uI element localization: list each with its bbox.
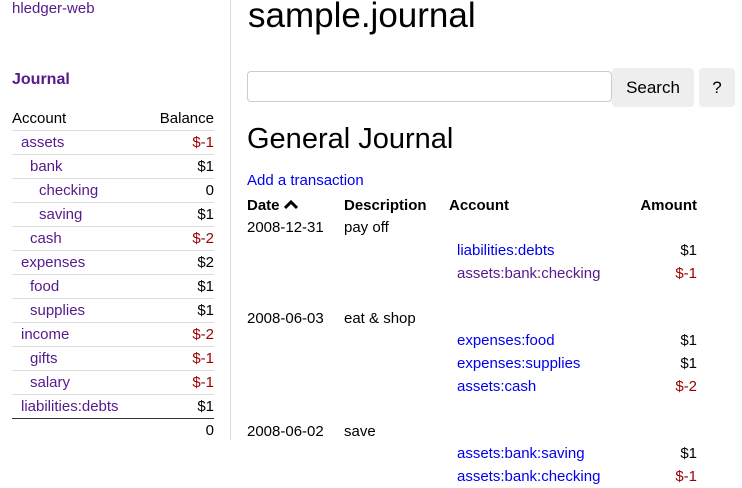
- posting-row: liabilities:debts $1: [247, 239, 697, 262]
- date-column-header[interactable]: Date: [247, 194, 344, 217]
- transaction-row: 2008-06-03 eat & shop: [247, 307, 697, 330]
- journal-heading: General Journal: [247, 123, 454, 155]
- balance-row: food $1: [12, 274, 214, 299]
- balance-value: $1: [145, 202, 214, 227]
- spacer-row: [247, 397, 697, 420]
- account-link[interactable]: food: [30, 277, 60, 295]
- transaction-date: 2008-06-02: [247, 422, 324, 440]
- posting-row: expenses:food $1: [247, 330, 697, 353]
- account-link[interactable]: bank: [30, 157, 63, 175]
- balance-value: $-1: [145, 346, 214, 371]
- account-link[interactable]: income: [21, 325, 70, 343]
- balance-row: cash $-2: [12, 226, 214, 251]
- balance-row: expenses $2: [12, 250, 214, 275]
- account-header: Account: [12, 109, 67, 127]
- balance-value: $1: [145, 154, 214, 179]
- account-link[interactable]: checking: [39, 181, 99, 199]
- chevron-up-icon: [283, 199, 298, 209]
- transaction-row: 2008-12-31 pay off: [247, 217, 697, 240]
- posting-account-link[interactable]: liabilities:debts: [457, 241, 555, 259]
- balance-row: supplies $1: [12, 298, 214, 323]
- page-title: sample.journal: [248, 0, 476, 35]
- spacer-row: [247, 284, 697, 307]
- balance-value: $-2: [145, 322, 214, 347]
- posting-account-link[interactable]: assets:bank:saving: [457, 445, 585, 463]
- account-link[interactable]: expenses: [21, 253, 86, 271]
- balance-row: gifts $-1: [12, 346, 214, 371]
- account-link[interactable]: liabilities:debts: [21, 397, 119, 415]
- posting-amount: $1: [680, 445, 697, 463]
- balance-row: checking 0: [12, 178, 214, 203]
- balance-value: $1: [145, 298, 214, 323]
- balance-value: 0: [145, 178, 214, 203]
- posting-account-link[interactable]: assets:bank:checking: [457, 264, 601, 282]
- balance-row: salary $-1: [12, 370, 214, 395]
- balance-value: $-1: [145, 130, 214, 155]
- help-button[interactable]: ?: [699, 68, 735, 107]
- posting-amount: $-2: [675, 377, 697, 395]
- account-link[interactable]: saving: [39, 205, 83, 223]
- balance-row: income $-2: [12, 322, 214, 347]
- add-transaction-link[interactable]: Add a transaction: [247, 172, 364, 189]
- balance-value: $2: [145, 250, 214, 275]
- posting-row: assets:bank:checking $-1: [247, 465, 697, 488]
- account-link[interactable]: cash: [30, 229, 62, 247]
- posting-amount: $-1: [675, 467, 697, 485]
- account-link[interactable]: gifts: [30, 349, 58, 367]
- balance-value: $-2: [145, 226, 214, 251]
- posting-row: assets:bank:checking $-1: [247, 262, 697, 285]
- balance-row: liabilities:debts $1: [12, 394, 214, 419]
- balance-table: Account Balance assets $-1 bank $1 checking 0 s…: [12, 107, 214, 442]
- account-link[interactable]: supplies: [30, 301, 86, 319]
- search-button[interactable]: Search: [612, 68, 694, 107]
- description-column-header: Description: [344, 196, 427, 214]
- balance-value: $1: [145, 274, 214, 299]
- posting-account-link[interactable]: expenses:food: [457, 332, 555, 350]
- posting-row: expenses:supplies $1: [247, 352, 697, 375]
- balance-value: $1: [145, 394, 214, 419]
- search-input[interactable]: [247, 71, 612, 102]
- balance-header: Balance: [159, 109, 214, 127]
- transaction-description: save: [344, 422, 376, 440]
- balance-row: bank $1: [12, 154, 214, 179]
- amount-column-header: Amount: [640, 196, 697, 214]
- posting-amount: $1: [680, 332, 697, 350]
- posting-amount: $-1: [675, 264, 697, 282]
- posting-account-link[interactable]: expenses:supplies: [457, 354, 581, 372]
- account-link[interactable]: assets: [21, 133, 65, 151]
- posting-row: assets:cash $-2: [247, 375, 697, 398]
- transaction-row: 2008-06-02 save: [247, 420, 697, 443]
- app-home-link[interactable]: hledger-web: [12, 0, 95, 17]
- journal-table: Date Description Account Amount 2008-12-…: [247, 194, 697, 488]
- total-value: 0: [145, 418, 214, 442]
- balance-value: $-1: [145, 370, 214, 395]
- balance-row: saving $1: [12, 202, 214, 227]
- account-link[interactable]: salary: [30, 373, 71, 391]
- sidebar: hledger-web Journal Account Balance asset…: [0, 0, 231, 442]
- transaction-description: eat & shop: [344, 309, 416, 327]
- posting-amount: $1: [680, 354, 697, 372]
- posting-account-link[interactable]: assets:cash: [457, 377, 537, 395]
- balance-row: assets $-1: [12, 130, 214, 155]
- journal-link[interactable]: Journal: [12, 71, 70, 88]
- posting-account-link[interactable]: assets:bank:checking: [457, 467, 601, 485]
- transaction-description: pay off: [344, 219, 389, 237]
- transaction-date: 2008-06-03: [247, 309, 324, 327]
- account-column-header: Account: [449, 196, 509, 214]
- posting-row: assets:bank:saving $1: [247, 443, 697, 466]
- transaction-date: 2008-12-31: [247, 219, 324, 237]
- total-row: 0: [12, 418, 214, 442]
- posting-amount: $1: [680, 241, 697, 259]
